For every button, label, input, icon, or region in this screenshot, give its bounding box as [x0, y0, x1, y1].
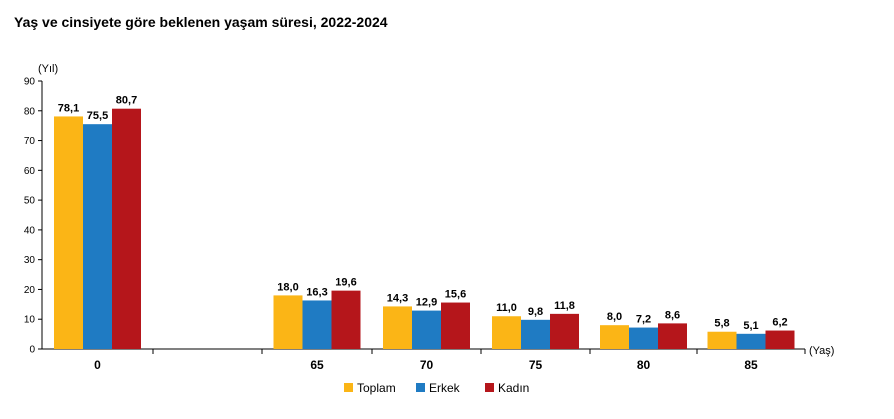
bar-kadın-70	[441, 302, 470, 349]
chart-title: Yaş ve cinsiyete göre beklenen yaşam sür…	[14, 14, 388, 30]
bar-erkek-65	[302, 300, 332, 349]
legend-swatch-kadın	[485, 383, 494, 392]
bar-kadın-80	[658, 323, 687, 349]
bar-erkek-0	[83, 124, 112, 349]
bar-toplam-80	[600, 325, 629, 349]
data-label: 12,9	[416, 297, 437, 309]
bar-toplam-70	[383, 306, 412, 349]
data-label: 16,3	[306, 286, 327, 298]
bar-erkek-70	[412, 310, 441, 349]
y-tick-label: 50	[24, 196, 36, 207]
y-axis-label: (Yıl)	[38, 63, 58, 75]
data-label: 80,7	[116, 95, 137, 107]
data-label: 15,6	[445, 289, 466, 301]
y-tick-label: 40	[24, 225, 36, 236]
data-label: 19,6	[335, 277, 356, 289]
y-tick-label: 60	[24, 166, 36, 177]
x-axis-label: (Yaş)	[809, 345, 834, 357]
y-tick-label: 70	[24, 136, 36, 147]
y-tick-label: 10	[24, 315, 36, 326]
data-label: 8,6	[665, 309, 680, 321]
x-tick-label-70: 70	[420, 358, 434, 372]
bar-kadın-0	[112, 108, 141, 350]
data-label: 6,2	[772, 317, 787, 329]
y-tick-label: 30	[24, 255, 36, 266]
bar-erkek-80	[629, 327, 658, 349]
legend: Toplam Erkek Kadın	[344, 381, 529, 395]
bar-kadın-75	[550, 313, 579, 349]
data-label: 78,1	[58, 102, 79, 114]
data-label: 8,0	[607, 311, 622, 323]
bar-toplam-85	[707, 331, 737, 349]
legend-label: Kadın	[498, 381, 529, 395]
legend-label: Toplam	[357, 381, 396, 395]
data-label: 75,5	[87, 110, 108, 122]
legend-swatch-toplam	[344, 383, 353, 392]
bar-toplam-0	[54, 116, 83, 350]
data-label: 7,2	[636, 314, 651, 326]
y-tick-label: 20	[24, 285, 36, 296]
bars: 78,1 75,5 80,7 18,0 16,3 19,6 14,3 12,9 15,6 11,0…	[54, 95, 795, 350]
data-label: 9,8	[528, 306, 543, 318]
x-tick-label-80: 80	[637, 358, 651, 372]
data-label: 18,0	[277, 281, 298, 293]
x-tick-label-0: 0	[94, 358, 101, 372]
legend-swatch-erkek	[416, 383, 425, 392]
x-tick-label-85: 85	[744, 358, 758, 372]
data-label: 11,0	[496, 302, 517, 314]
bar-toplam-75	[492, 316, 521, 349]
bar-erkek-85	[736, 333, 766, 349]
y-tick-label: 0	[29, 345, 35, 356]
bar-kadın-85	[765, 330, 795, 349]
data-label: 14,3	[387, 292, 408, 304]
bar-toplam-65	[273, 295, 303, 349]
legend-label: Erkek	[429, 381, 461, 395]
data-label: 5,1	[743, 320, 758, 332]
data-label: 11,8	[554, 300, 575, 312]
bar-kadın-65	[331, 290, 361, 349]
bar-erkek-75	[521, 319, 550, 349]
x-tick-label-75: 75	[529, 358, 543, 372]
y-tick-label: 90	[24, 77, 36, 88]
x-tick-label-65: 65	[310, 358, 324, 372]
y-tick-label: 80	[24, 106, 36, 117]
data-label: 5,8	[714, 318, 729, 330]
